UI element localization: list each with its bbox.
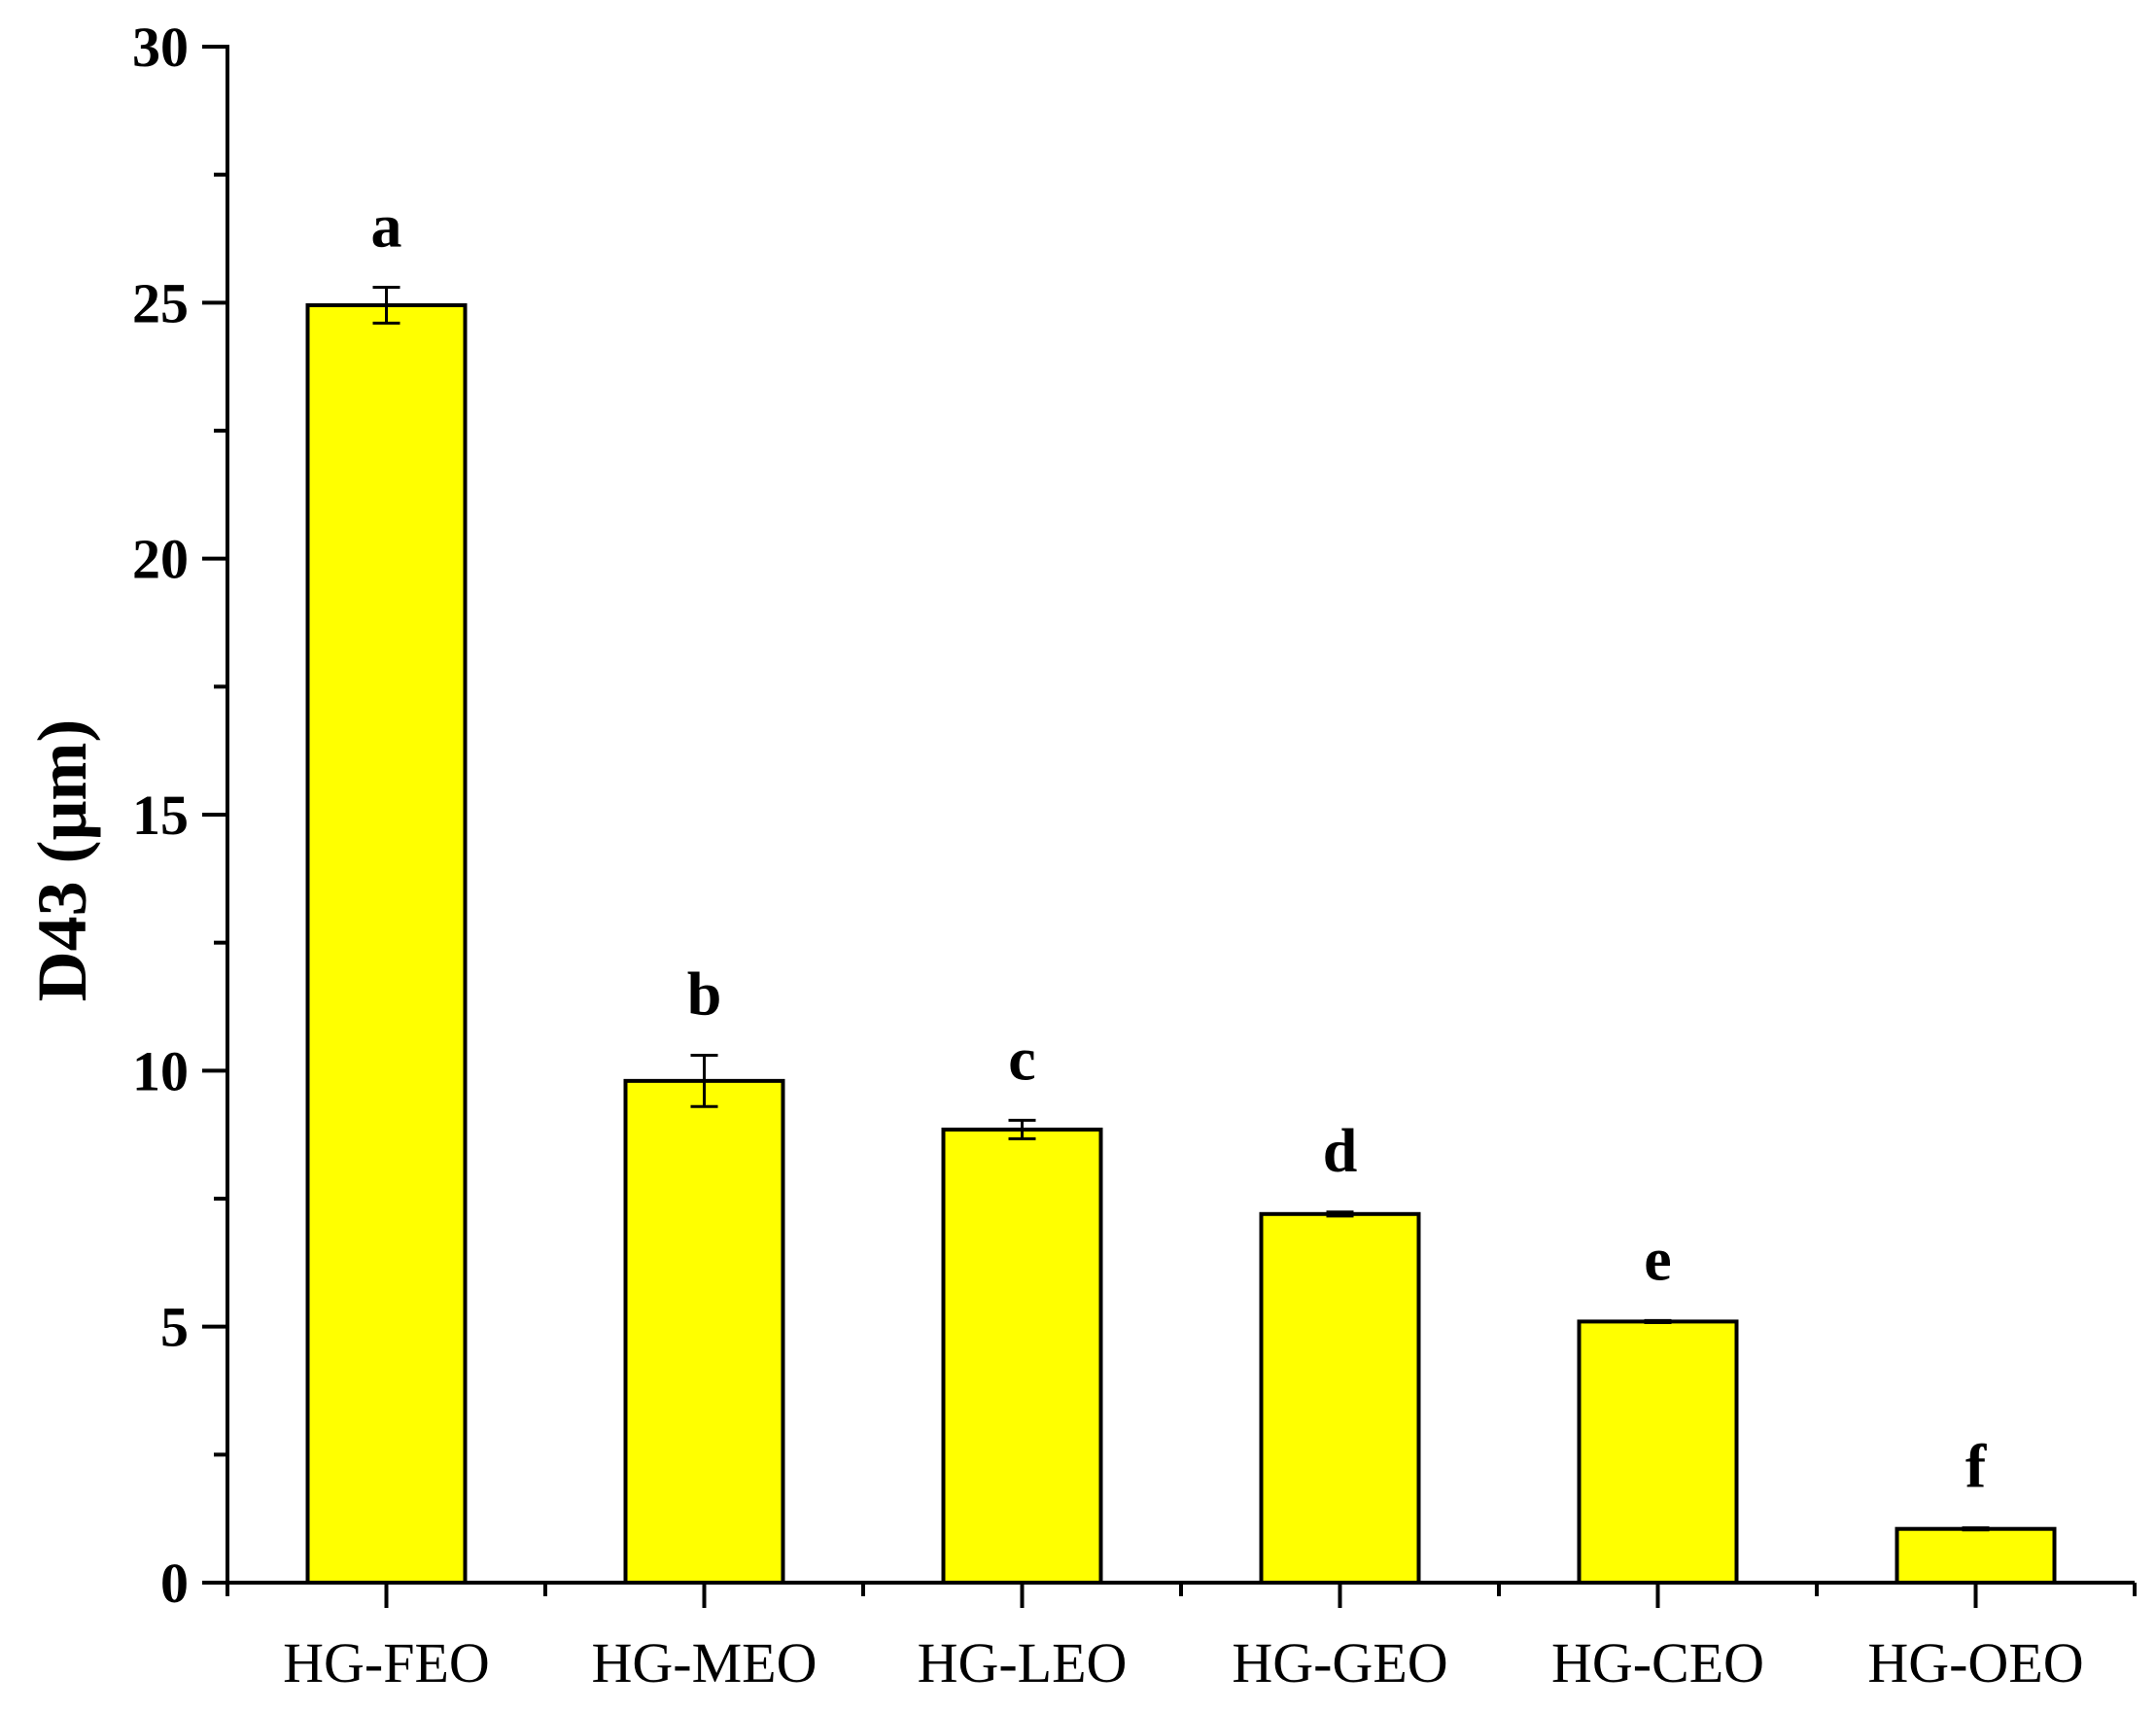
error-bar-HG-GEO <box>1326 1210 1354 1218</box>
y-tick-label: 20 <box>132 528 189 591</box>
error-bar-HG-MEO <box>690 1054 718 1108</box>
axes-group <box>226 45 2135 1585</box>
bar-HG-LEO <box>941 1127 1103 1586</box>
x-tick-label-HG-FEO: HG-FEO <box>283 1631 490 1694</box>
bar-HG-MEO <box>623 1078 785 1586</box>
significance-label-b: b <box>687 960 722 1029</box>
bar-HG-GEO <box>1259 1211 1421 1586</box>
x-tick-label-HG-MEO: HG-MEO <box>592 1631 817 1694</box>
x-ticks-group: HG-FEO HG-MEO HG-LEO HG-GEO HG-CEO HG-OEO <box>226 1583 2137 1694</box>
bar-HG-OEO <box>1895 1526 2057 1585</box>
bar-HG-FEO <box>305 302 468 1585</box>
x-tick-label-HG-GEO: HG-GEO <box>1232 1631 1447 1694</box>
significance-label-c: c <box>1008 1024 1035 1093</box>
y-tick-label: 0 <box>160 1552 189 1615</box>
significance-label-a: a <box>371 192 402 261</box>
bars-group <box>305 302 2057 1586</box>
error-bar-HG-CEO <box>1644 1318 1672 1324</box>
y-tick-label: 30 <box>132 16 189 79</box>
significance-labels-group: a b c d e f <box>371 192 1987 1501</box>
error-bar-HG-LEO <box>1008 1118 1036 1140</box>
y-axis-title: D43 (μm) <box>23 719 101 1002</box>
y-tick-label: 25 <box>132 271 189 334</box>
y-tick-label: 15 <box>132 784 189 847</box>
bar-HG-CEO <box>1577 1319 1739 1586</box>
error-bar-HG-OEO <box>1962 1526 1990 1532</box>
y-tick-label: 10 <box>132 1039 189 1102</box>
x-tick-label-HG-OEO: HG-OEO <box>1867 1631 2083 1694</box>
x-tick-label-HG-LEO: HG-LEO <box>918 1631 1128 1694</box>
x-tick-label-HG-CEO: HG-CEO <box>1551 1631 1764 1694</box>
significance-label-d: d <box>1323 1116 1358 1185</box>
error-bars-group <box>372 286 1990 1532</box>
y-tick-label: 5 <box>160 1296 189 1359</box>
error-bar-HG-FEO <box>372 286 400 325</box>
significance-label-e: e <box>1644 1224 1671 1293</box>
significance-label-f: f <box>1965 1432 1987 1501</box>
y-ticks-group: 0 5 10 15 20 25 30 <box>132 16 227 1615</box>
